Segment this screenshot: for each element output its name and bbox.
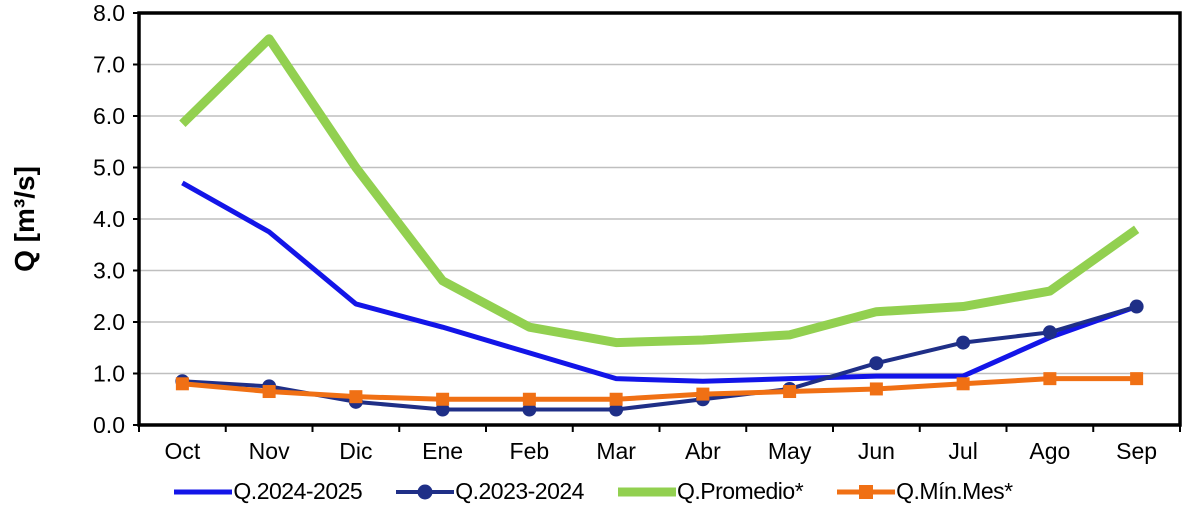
data-point-q-m-n-mes [869,382,883,396]
y-tick-label: 0.0 [93,412,125,438]
x-tick-label-jun: Jun [858,438,895,464]
data-point-q-m-n-mes [522,392,536,406]
data-point-q-m-n-mes [349,390,363,404]
y-tick-label: 3.0 [93,258,125,284]
chart-legend: Q.2024-2025 Q.2023-2024 Q.Promedio* Q.Mín.M… [0,478,1187,505]
y-axis-title: Q [m³/s] [9,166,40,272]
data-point-q-m-n-mes [175,377,189,391]
x-tick-label-ene: Ene [422,438,463,464]
series-q-promedio [179,34,1140,348]
data-point-q-m-n-mes [1130,372,1144,386]
x-tick-label-mar: Mar [596,438,636,464]
data-point-q-2023-2024 [522,402,537,417]
data-point-q-2023-2024 [609,402,624,417]
legend-item-q-2024-2025: Q.2024-2025 [174,478,363,505]
gridlines [139,63,1180,375]
data-point-q-2023-2024 [435,402,450,417]
series-q-2024-2025 [181,180,1138,384]
legend-item-q-promedio: Q.Promedio* [617,478,804,505]
series-line-q-2023-2024 [182,304,1138,412]
data-point-q-m-n-mes [956,377,970,391]
legend-label-q-promedio: Q.Promedio* [676,478,804,504]
data-point-q-m-n-mes [609,392,623,406]
legend-swatch-q-promedio [617,487,676,496]
legend-label-q-2023-2024: Q.2023-2024 [455,478,584,504]
plot-frame [137,11,1182,427]
series-line-q-promedio [179,34,1140,348]
legend-item-q-2023-2024: Q.2023-2024 [396,478,584,505]
data-point-q-m-n-mes [1043,372,1057,386]
legend-marker-square [859,484,874,499]
legend-swatch-q-2024-2025 [174,489,233,494]
legend-label-q-m-n-mes: Q.Mín.Mes* [896,478,1013,504]
data-point-q-m-n-mes [783,385,797,399]
x-tick-label-may: May [768,438,812,464]
x-tick-label-ago: Ago [1029,438,1070,464]
x-tick-label-abr: Abr [685,438,721,464]
legend-swatch-q-m-n-mes [837,484,896,499]
x-tick-label-nov: Nov [249,438,290,464]
x-tick-label-oct: Oct [164,438,200,464]
data-point-q-m-n-mes [696,387,710,401]
x-tick-label-dic: Dic [339,438,372,464]
legend-swatch-q-2023-2024 [396,484,455,499]
x-tick-label-sep: Sep [1116,438,1157,464]
data-point-q-2023-2024 [1129,299,1144,314]
series-line-q-m-n-mes [182,376,1137,402]
y-tick-label: 6.0 [93,103,125,129]
x-axis: Oct Nov Dic Ene Feb Mar Abr May Jun Jul Ago Sep [138,425,1181,464]
y-tick-label: 2.0 [93,309,125,335]
data-point-q-m-n-mes [262,385,276,399]
legend-marker-circle [417,484,433,499]
legend-label-q-2024-2025: Q.2024-2025 [233,478,363,504]
data-point-q-m-n-mes [436,392,450,406]
y-tick-label: 4.0 [93,206,125,232]
y-tick-label: 1.0 [93,361,125,387]
x-tick-label-jul: Jul [948,438,977,464]
y-tick-label: 7.0 [93,52,125,78]
line-chart-canvas: 0.0 1.0 2.0 3.0 4.0 5.0 6.0 7.0 8.0 Oct Nov Dic Ene F… [9,0,1182,464]
legend-item-q-m-n-mes: Q.Mín.Mes* [837,478,1013,505]
x-tick-label-feb: Feb [510,438,550,464]
y-axis: 0.0 1.0 2.0 3.0 4.0 5.0 6.0 7.0 8.0 [93,0,139,438]
data-point-q-2023-2024 [1042,325,1057,340]
data-point-q-2023-2024 [869,356,884,371]
y-tick-label: 5.0 [93,155,125,181]
series-q-m-n-mes [175,372,1144,406]
series-line-q-2024-2025 [181,180,1138,384]
y-tick-label: 8.0 [93,0,125,26]
data-point-q-2023-2024 [956,335,971,350]
